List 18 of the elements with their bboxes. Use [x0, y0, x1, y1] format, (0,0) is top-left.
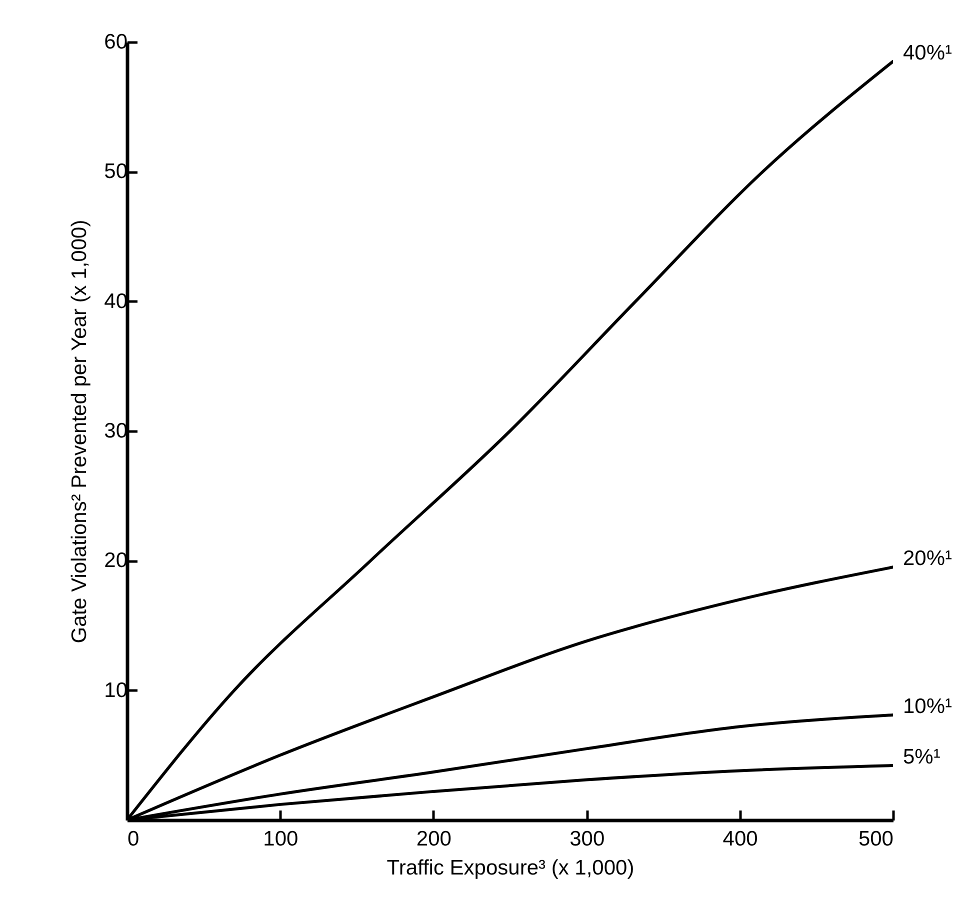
x-tick-label: 100 [263, 828, 298, 850]
series-label: 40%¹ [903, 41, 952, 64]
x-axis-title: Traffic Exposure³ (x 1,000) [386, 856, 634, 880]
y-tick-label: 40 [104, 290, 128, 313]
y-tick-label: 50 [104, 160, 128, 184]
series-label: 20%¹ [903, 547, 952, 570]
series-label: 5%¹ [903, 746, 940, 769]
x-tick-label: 200 [416, 828, 452, 850]
y-axis-title: Gate Violations² Prevented per Year (x 1,000) [68, 220, 92, 644]
y-tick-label: 20 [104, 549, 128, 572]
y-tick-label: 10 [104, 678, 128, 702]
y-tick-label: 30 [104, 420, 128, 442]
x-tick-label: 300 [570, 828, 605, 850]
y-tick-label: 60 [104, 30, 128, 54]
x-tick-label: 400 [722, 828, 758, 850]
x-tick-label: 500 [858, 828, 894, 850]
x-tick-label: 0 [128, 828, 140, 850]
series-label: 10%¹ [903, 694, 952, 718]
